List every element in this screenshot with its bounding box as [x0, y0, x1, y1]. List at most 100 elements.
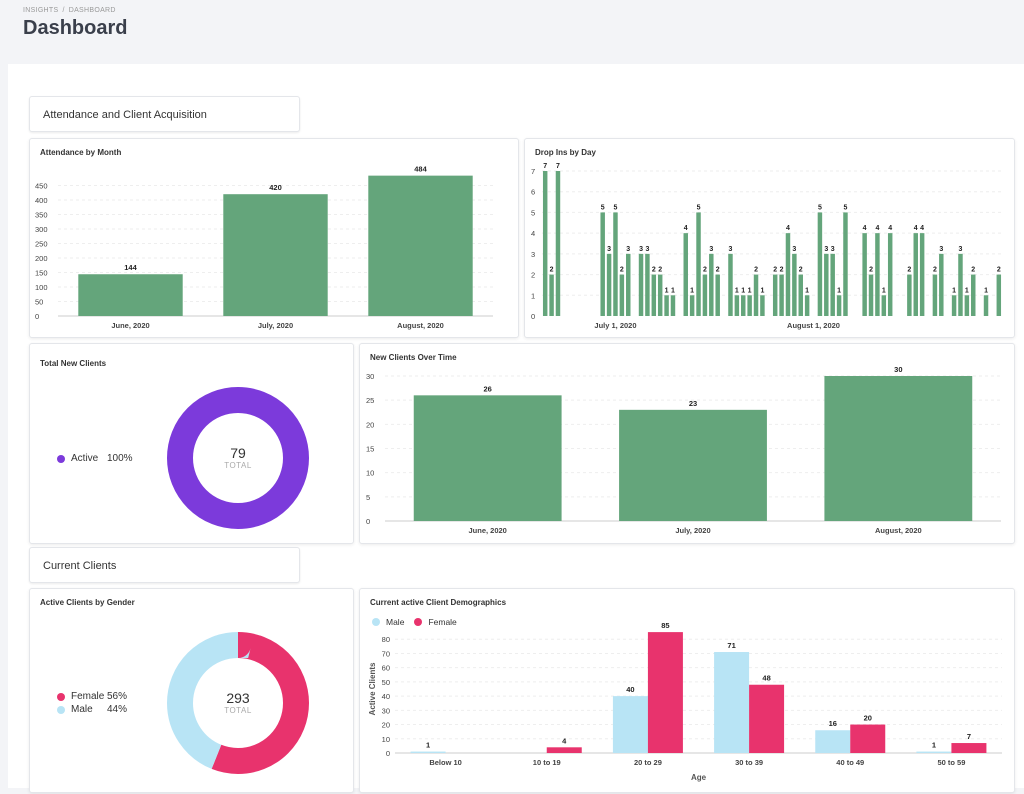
legend-value: 56%	[107, 691, 128, 702]
legend-label: Active	[71, 453, 99, 464]
data-label: 3	[639, 246, 643, 253]
data-label: 3	[626, 246, 630, 253]
data-label: 7	[967, 732, 971, 741]
y-tick-label: 5	[366, 493, 370, 502]
bar	[804, 295, 810, 316]
data-label: 4	[888, 225, 892, 232]
data-label: 20	[864, 714, 872, 723]
data-label: 5	[818, 204, 822, 211]
breadcrumb-separator: /	[62, 7, 65, 14]
x-tick-label: August, 2020	[875, 526, 922, 535]
donut-caption: TOTAL	[224, 706, 252, 715]
demographics-chart: 0 10 20 30 40 50 60 70 80 1 Below 10 4 10 to 19 40 85 2…	[368, 621, 1002, 782]
legend-item-male[interactable]: Male	[372, 615, 404, 628]
data-label: 4	[786, 225, 790, 232]
bar	[696, 212, 701, 316]
y-tick-label: 250	[35, 240, 48, 249]
y-tick-label: 10	[366, 469, 374, 478]
bar	[613, 212, 618, 316]
attendance-by-month-card: Attendance by Month 0 50 100 150 200 250 300 35…	[29, 138, 519, 338]
y-tick-label: 150	[35, 269, 48, 278]
bar	[626, 253, 631, 316]
section-tab-acquisition[interactable]: Attendance and Client Acquisition	[29, 96, 300, 132]
data-label: 2	[550, 267, 554, 274]
x-tick-label: August, 2020	[397, 321, 444, 330]
data-label: 4	[562, 736, 567, 745]
breadcrumb: INSIGHTS / DASHBOARD	[23, 7, 116, 14]
legend-label: Male	[386, 616, 405, 627]
data-label: 1	[690, 287, 694, 294]
breadcrumb-insights[interactable]: INSIGHTS	[23, 7, 59, 14]
data-label: 5	[844, 204, 848, 211]
bar	[715, 274, 720, 316]
bar	[753, 274, 759, 316]
bar	[824, 376, 973, 521]
bar	[887, 233, 893, 316]
bar	[368, 175, 473, 316]
bar	[951, 295, 957, 316]
bar	[606, 253, 612, 316]
bar-female	[647, 632, 683, 753]
x-tick-label: Below 10	[429, 758, 462, 767]
bar	[747, 295, 752, 316]
bar	[645, 253, 650, 316]
bar	[830, 253, 835, 316]
bar	[824, 253, 829, 316]
page-header: INSIGHTS / DASHBOARD Dashboard	[0, 0, 1024, 64]
data-label: 3	[709, 246, 713, 253]
data-label: 2	[780, 267, 784, 274]
y-tick-label: 6	[531, 188, 535, 197]
data-label: 3	[939, 246, 943, 253]
data-label: 1	[882, 287, 886, 294]
data-label: 4	[875, 225, 879, 232]
data-label: 4	[920, 225, 924, 232]
bar	[836, 295, 842, 316]
data-label: 1	[805, 287, 809, 294]
legend-value: 44%	[107, 704, 128, 715]
bar	[689, 295, 695, 316]
bar	[964, 295, 970, 316]
x-axis-title: Age	[691, 773, 707, 782]
donut-center: 293 TOTAL	[188, 690, 288, 715]
data-label: 5	[614, 204, 618, 211]
bar	[779, 274, 784, 316]
data-label: 4	[863, 225, 867, 232]
data-label: 4	[914, 225, 918, 232]
bar	[709, 253, 714, 316]
data-label: 2	[754, 267, 758, 274]
x-tick-label: July 1, 2020	[594, 321, 636, 330]
data-label: 2	[971, 267, 975, 274]
y-tick-label: 3	[531, 250, 535, 259]
x-tick-label: 30 to 39	[735, 758, 763, 767]
data-label: 48	[762, 674, 770, 683]
legend-item-female[interactable]: Female 56%	[57, 690, 127, 703]
y-tick-label: 30	[382, 706, 390, 715]
legend-item-male[interactable]: Male 44%	[57, 703, 127, 716]
data-label: 16	[829, 719, 837, 728]
bar	[657, 274, 663, 316]
bar	[817, 212, 823, 316]
bar	[798, 274, 803, 316]
bar-male	[815, 730, 851, 753]
y-tick-label: 50	[382, 678, 390, 687]
donut-segment-male	[167, 632, 309, 774]
y-tick-label: 100	[35, 283, 48, 292]
bar	[600, 212, 605, 316]
data-label: 3	[729, 246, 733, 253]
bar	[664, 295, 669, 316]
data-label: 2	[773, 267, 777, 274]
breadcrumb-dashboard: DASHBOARD	[68, 7, 116, 14]
legend-item-active[interactable]: Active 100%	[57, 452, 133, 465]
bar	[932, 274, 938, 316]
section-tab-current-clients[interactable]: Current Clients	[29, 547, 300, 583]
y-tick-label: 2	[531, 271, 535, 280]
bar	[907, 274, 912, 316]
bar-male	[714, 652, 750, 753]
y-tick-label: 20	[366, 420, 374, 429]
bar	[683, 233, 688, 316]
bar	[542, 171, 548, 316]
bar	[413, 395, 562, 521]
legend-dot	[57, 705, 65, 714]
legend-item-female[interactable]: Female	[414, 615, 457, 628]
